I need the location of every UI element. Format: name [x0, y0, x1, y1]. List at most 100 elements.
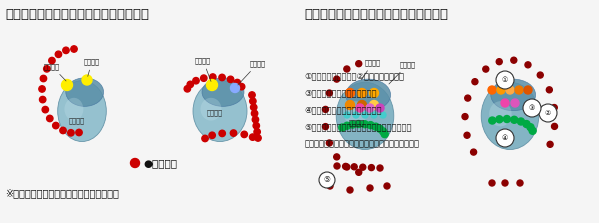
Circle shape — [371, 112, 377, 118]
Circle shape — [334, 76, 340, 82]
Circle shape — [322, 106, 328, 112]
Circle shape — [344, 112, 350, 118]
Circle shape — [250, 98, 256, 104]
Circle shape — [501, 99, 509, 107]
Ellipse shape — [202, 78, 244, 106]
Circle shape — [343, 163, 349, 169]
Circle shape — [380, 128, 386, 135]
Text: 左房後面: 左房後面 — [207, 110, 223, 116]
Circle shape — [381, 131, 388, 138]
Circle shape — [252, 116, 259, 123]
Text: ①: ① — [502, 77, 508, 83]
Circle shape — [60, 127, 66, 134]
Circle shape — [362, 112, 368, 118]
Circle shape — [360, 164, 366, 170]
Circle shape — [249, 92, 255, 98]
Circle shape — [349, 121, 356, 128]
Circle shape — [252, 110, 258, 117]
Ellipse shape — [344, 101, 367, 126]
Circle shape — [496, 116, 503, 123]
Ellipse shape — [58, 81, 106, 142]
Circle shape — [184, 86, 190, 92]
Text: 左肺静脈: 左肺静脈 — [362, 59, 381, 80]
Circle shape — [49, 57, 55, 64]
Circle shape — [358, 89, 367, 97]
Circle shape — [346, 101, 355, 109]
Circle shape — [253, 122, 259, 129]
Ellipse shape — [346, 79, 391, 111]
Circle shape — [228, 76, 234, 83]
Circle shape — [552, 123, 558, 129]
Text: 左房前面: 左房前面 — [349, 120, 365, 126]
Circle shape — [346, 89, 355, 97]
Ellipse shape — [491, 79, 536, 111]
Circle shape — [551, 105, 557, 111]
Circle shape — [234, 79, 241, 86]
Circle shape — [503, 116, 510, 122]
Circle shape — [376, 104, 384, 112]
Ellipse shape — [336, 82, 394, 149]
Circle shape — [55, 51, 62, 58]
Circle shape — [71, 46, 77, 52]
Circle shape — [207, 80, 217, 91]
Circle shape — [201, 75, 207, 81]
Circle shape — [471, 149, 477, 155]
Circle shape — [496, 71, 514, 89]
Circle shape — [47, 115, 53, 122]
Circle shape — [202, 135, 208, 142]
Circle shape — [527, 124, 534, 131]
Text: ④僧帽弁峡部焼灼（オプション）: ④僧帽弁峡部焼灼（オプション） — [304, 105, 382, 114]
Text: ④: ④ — [502, 135, 508, 141]
Circle shape — [238, 83, 245, 90]
Text: 右肺静脈: 右肺静脈 — [44, 63, 66, 81]
Text: ※他に悪い場所があればその場で追加治療: ※他に悪い場所があればその場で追加治療 — [5, 188, 119, 198]
Circle shape — [367, 122, 374, 129]
Circle shape — [547, 141, 553, 147]
Circle shape — [356, 104, 364, 112]
Circle shape — [76, 129, 82, 136]
Circle shape — [40, 96, 46, 103]
Circle shape — [53, 122, 59, 129]
Text: 右肺静脈: 右肺静脈 — [238, 60, 266, 85]
Circle shape — [339, 124, 346, 131]
Circle shape — [465, 95, 471, 101]
Circle shape — [483, 66, 489, 72]
Circle shape — [68, 130, 74, 136]
Text: 左肺静脈: 左肺静脈 — [195, 57, 211, 81]
Circle shape — [367, 185, 373, 191]
Circle shape — [524, 86, 532, 94]
Circle shape — [489, 180, 495, 186]
Circle shape — [496, 59, 502, 65]
Circle shape — [250, 104, 257, 110]
Circle shape — [322, 124, 328, 130]
Circle shape — [523, 99, 541, 117]
Circle shape — [42, 106, 49, 113]
Circle shape — [63, 47, 69, 54]
Circle shape — [515, 86, 523, 94]
Circle shape — [358, 101, 367, 109]
Circle shape — [344, 164, 350, 170]
Circle shape — [326, 90, 332, 96]
Ellipse shape — [193, 81, 247, 142]
Circle shape — [209, 132, 216, 138]
Circle shape — [210, 74, 216, 80]
Circle shape — [326, 140, 332, 146]
Circle shape — [353, 112, 359, 118]
Circle shape — [344, 66, 350, 72]
Circle shape — [511, 116, 518, 123]
Circle shape — [40, 75, 47, 82]
Circle shape — [529, 127, 536, 134]
Text: ③左房後壁隔離（オプション）: ③左房後壁隔離（オプション） — [304, 88, 377, 97]
Circle shape — [39, 86, 46, 92]
Circle shape — [511, 57, 517, 63]
Text: ③: ③ — [529, 105, 535, 111]
Circle shape — [230, 130, 237, 136]
Circle shape — [511, 99, 519, 107]
Circle shape — [241, 131, 247, 138]
Text: ①左肺静脈拡大隔離　②右肺静脈拡大隔離: ①左肺静脈拡大隔離 ②右肺静脈拡大隔離 — [304, 71, 404, 80]
Text: 持続性心房細動のカテーテル心筋焼灼術: 持続性心房細動のカテーテル心筋焼灼術 — [304, 8, 449, 21]
Circle shape — [539, 104, 557, 122]
Circle shape — [356, 169, 362, 175]
Circle shape — [131, 159, 140, 167]
Ellipse shape — [489, 101, 512, 126]
